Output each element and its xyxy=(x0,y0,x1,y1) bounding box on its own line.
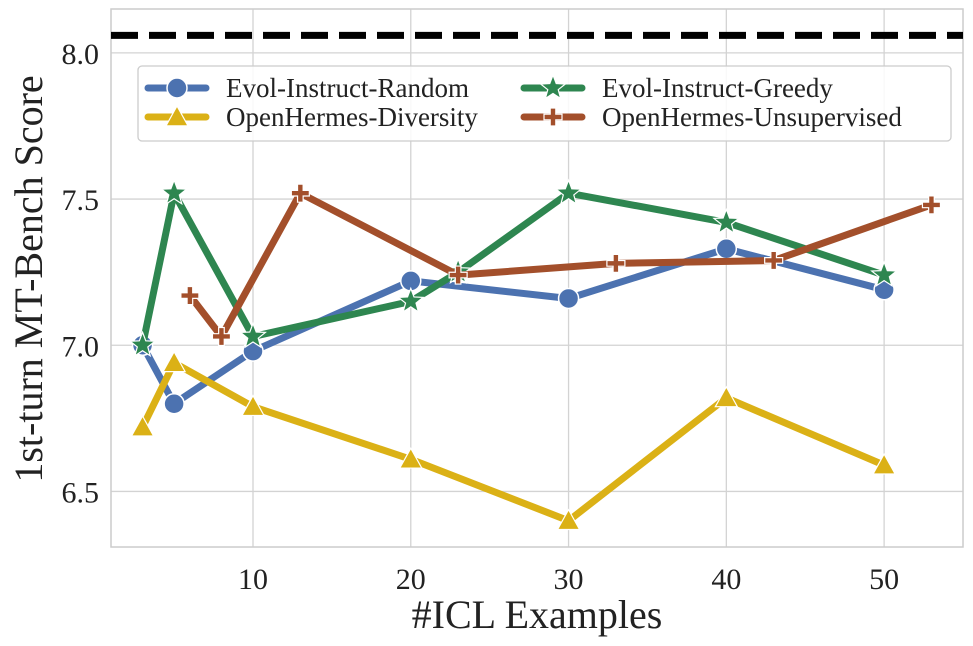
data-point-star xyxy=(160,178,189,206)
data-point-plus xyxy=(606,253,626,273)
legend-entry: OpenHermes-Unsupervised xyxy=(520,102,902,132)
data-point-circle xyxy=(163,392,185,415)
y-tick-label: 7.0 xyxy=(62,330,100,363)
series-layer xyxy=(128,178,942,531)
plot-frame xyxy=(110,8,964,548)
legend-box xyxy=(137,65,952,142)
data-point-star xyxy=(239,321,267,349)
data-point-triangle xyxy=(162,350,187,373)
data-point-star xyxy=(712,207,741,235)
legend-label: OpenHermes-Diversity xyxy=(226,102,478,132)
data-point-triangle xyxy=(164,104,190,127)
series-openhermes-diversity xyxy=(130,350,897,531)
tick-labels: 10 20 30 40 50 6.5 7.0 7.5 8.0 xyxy=(62,38,900,596)
data-point-plus xyxy=(180,285,200,306)
data-point-plus xyxy=(764,250,784,271)
data-point-circle xyxy=(557,287,580,310)
series-line xyxy=(186,189,935,340)
legend-entry: Evol-Instruct-Greedy xyxy=(520,73,833,103)
legend-entry: OpenHermes-Diversity xyxy=(144,102,478,132)
legend: Evol-Instruct-RandomOpenHermes-Diversity… xyxy=(137,65,952,142)
data-point-triangle xyxy=(240,394,266,417)
x-tick-label: 10 xyxy=(238,563,268,596)
data-point-plus xyxy=(448,265,468,285)
data-point-star xyxy=(539,73,567,100)
data-point-plus xyxy=(211,326,232,347)
data-point-triangle xyxy=(556,508,581,531)
legend-label: Evol-Instruct-Greedy xyxy=(602,73,833,103)
legend-label: Evol-Instruct-Random xyxy=(226,73,469,103)
x-tick-label: 20 xyxy=(396,563,426,596)
legend-entry: Evol-Instruct-Random xyxy=(144,73,469,103)
x-tick-label: 50 xyxy=(869,563,899,596)
data-point-plus xyxy=(921,195,942,215)
series-line xyxy=(139,189,888,349)
legend-label: OpenHermes-Unsupervised xyxy=(602,102,902,132)
y-tick-label: 7.5 xyxy=(62,184,100,217)
x-tick-label: 40 xyxy=(711,563,741,596)
y-axis-title: 1st-turn MT-Bench Score xyxy=(6,75,51,482)
data-point-triangle xyxy=(872,452,897,475)
data-point-circle xyxy=(166,77,188,99)
data-point-star xyxy=(554,178,583,206)
data-point-plus xyxy=(543,107,563,127)
data-point-star xyxy=(128,330,157,358)
data-point-plus xyxy=(290,183,310,203)
data-point-star xyxy=(870,260,899,287)
data-point-triangle xyxy=(398,447,423,469)
x-axis-title: #ICL Examples xyxy=(412,592,663,637)
x-tick-label: 30 xyxy=(554,563,584,596)
data-point-triangle xyxy=(130,414,155,437)
series-line xyxy=(139,359,888,525)
data-point-star xyxy=(396,286,425,314)
series-openhermes-unsupervised xyxy=(180,183,942,347)
data-point-triangle xyxy=(714,385,739,408)
y-tick-label: 6.5 xyxy=(62,476,100,509)
data-point-circle xyxy=(715,238,738,260)
y-tick-label: 8.0 xyxy=(62,38,100,71)
